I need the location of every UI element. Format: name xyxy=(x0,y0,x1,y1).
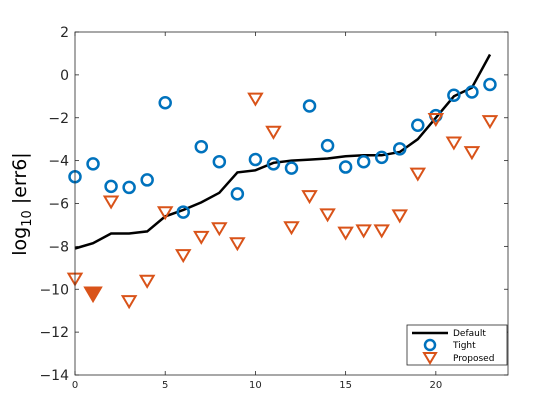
y-axis-label: log10 |err6| xyxy=(9,152,35,255)
proposed-point xyxy=(102,195,120,210)
y-tick-label: 2 xyxy=(60,25,69,41)
proposed-point xyxy=(83,286,103,304)
tight-point xyxy=(140,173,154,187)
x-tick-labels: 0 5 10 15 20 xyxy=(72,380,442,391)
proposed-point xyxy=(120,295,138,310)
proposed-point xyxy=(391,209,408,224)
tight-point xyxy=(104,179,118,194)
tight-point xyxy=(338,160,353,174)
tight-point xyxy=(374,150,389,165)
tight-series xyxy=(68,77,497,219)
tight-point xyxy=(356,154,371,169)
y-axis-label-rest: |err6| xyxy=(9,152,31,210)
x-tick-label: 5 xyxy=(162,380,168,391)
tight-point xyxy=(465,85,479,99)
y-tick-label: −4 xyxy=(48,154,69,170)
tight-point xyxy=(447,88,461,102)
tight-point xyxy=(393,142,407,156)
tight-point xyxy=(194,139,209,154)
legend: Default Tight Proposed xyxy=(406,324,508,366)
tight-point xyxy=(158,95,172,110)
legend-proposed-marker xyxy=(422,352,438,365)
tight-point xyxy=(86,157,100,171)
proposed-point xyxy=(283,221,300,236)
proposed-point xyxy=(355,224,372,239)
tight-point xyxy=(122,180,136,195)
x-tick-label: 20 xyxy=(429,380,442,391)
y-tick-label: 0 xyxy=(60,68,69,84)
plot-area xyxy=(75,32,508,375)
tight-point xyxy=(266,157,281,171)
proposed-point xyxy=(138,274,156,289)
tight-point xyxy=(483,77,497,92)
legend-tight-marker xyxy=(423,338,437,352)
tight-point xyxy=(212,154,227,169)
y-tick-label: −8 xyxy=(48,239,69,255)
default-series xyxy=(74,53,492,250)
y-axis-label-sub: 10 xyxy=(20,210,35,227)
proposed-series xyxy=(66,92,499,310)
proposed-point xyxy=(301,190,318,205)
y-tick-label: −14 xyxy=(39,368,69,384)
y-tick-label: −2 xyxy=(48,111,69,127)
tight-point xyxy=(302,99,317,113)
proposed-point xyxy=(193,230,210,245)
legend-tight-label: Tight xyxy=(452,341,476,351)
proposed-point xyxy=(409,167,427,182)
tight-point xyxy=(411,118,425,133)
proposed-point xyxy=(247,92,264,107)
tight-point xyxy=(284,161,299,175)
y-tick-label: −6 xyxy=(48,197,69,213)
tight-point xyxy=(230,187,245,201)
proposed-point xyxy=(481,115,499,130)
y-tick-label: −10 xyxy=(39,282,69,298)
proposed-point xyxy=(175,249,192,264)
proposed-point xyxy=(373,224,390,239)
x-tick-label: 10 xyxy=(249,380,262,391)
proposed-point xyxy=(265,125,282,140)
proposed-point xyxy=(319,208,336,223)
tight-point xyxy=(248,152,263,167)
proposed-point xyxy=(337,226,354,241)
proposed-point xyxy=(156,206,174,221)
y-axis-label-main: log xyxy=(9,227,31,256)
tight-point xyxy=(176,205,190,219)
legend-proposed-label: Proposed xyxy=(453,354,494,364)
tight-point xyxy=(320,138,335,153)
proposed-point xyxy=(445,136,463,151)
proposed-point xyxy=(463,146,481,161)
x-tick-label: 15 xyxy=(339,380,352,391)
default-line xyxy=(74,53,492,250)
y-tick-label: −12 xyxy=(39,325,69,341)
legend-box xyxy=(406,324,508,366)
proposed-point xyxy=(211,222,228,237)
y-tick-labels: −14 −12 −10 −8 −6 −4 −2 0 2 xyxy=(39,25,69,384)
proposed-point xyxy=(427,112,445,127)
proposed-point xyxy=(229,237,246,252)
x-tick-label: 0 xyxy=(72,380,78,391)
legend-default-label: Default xyxy=(453,329,486,339)
